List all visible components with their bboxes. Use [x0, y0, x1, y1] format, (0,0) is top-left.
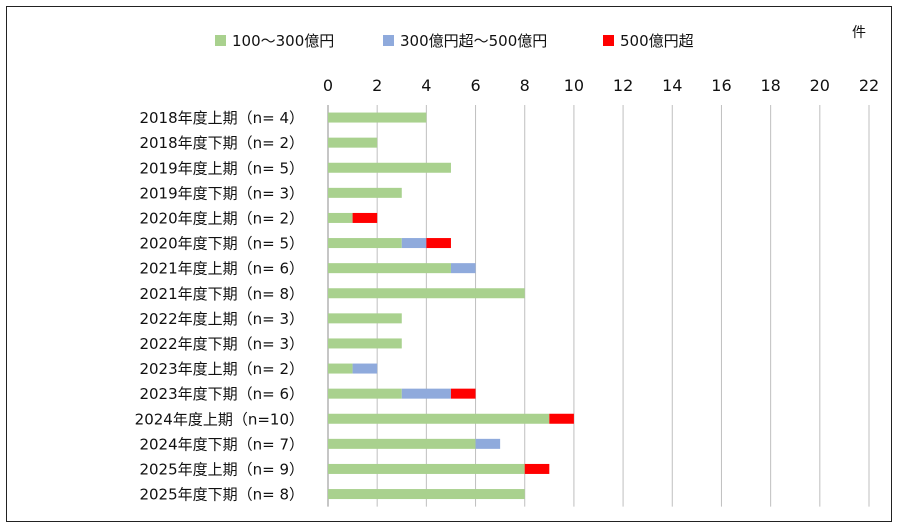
x-tick-label: 22 — [859, 76, 879, 95]
legend-item: 300億円超～500億円 — [383, 32, 547, 50]
x-tick-label: 14 — [662, 76, 682, 95]
category-label: 2024年度上期（n=10） — [135, 410, 304, 428]
unit-label: 件 — [852, 25, 866, 41]
bar-segment — [328, 212, 353, 223]
category-label: 2024年度下期（n= 7） — [139, 435, 304, 453]
category-label: 2025年度下期（n= 8） — [139, 486, 304, 504]
bar-segment — [328, 438, 476, 449]
bar-segment — [450, 388, 476, 399]
bar-segment — [328, 187, 402, 198]
x-tick-label: 8 — [520, 76, 530, 95]
bars — [328, 112, 574, 500]
bar-segment — [328, 137, 378, 148]
bar-segment — [328, 338, 402, 349]
legend-label: 500億円超 — [620, 32, 694, 50]
bar-segment — [524, 463, 550, 474]
bar-segment — [475, 438, 501, 449]
x-tick-label: 0 — [323, 76, 333, 95]
x-tick-label: 4 — [421, 76, 431, 95]
category-label: 2020年度上期（n= 2） — [139, 209, 304, 227]
legend: 100～300億円 300億円超～500億円 500億円超 — [215, 32, 694, 50]
category-label: 2022年度下期（n= 3） — [139, 335, 304, 353]
category-label: 2020年度下期（n= 5） — [139, 235, 304, 253]
category-label: 2021年度下期（n= 8） — [139, 285, 304, 303]
category-label: 2025年度上期（n= 9） — [139, 460, 304, 478]
bar-segment — [328, 288, 525, 299]
bar-segment — [352, 363, 378, 374]
x-tick-label: 2 — [372, 76, 382, 95]
x-tick-label: 10 — [564, 76, 584, 95]
bar-segment — [328, 238, 402, 249]
bar-segment — [328, 363, 353, 374]
bar-segment — [401, 238, 427, 249]
category-label: 2019年度上期（n= 5） — [139, 159, 304, 177]
bar-segment — [328, 313, 402, 324]
legend-item: 500億円超 — [603, 32, 694, 50]
legend-label: 300億円超～500億円 — [400, 32, 547, 50]
x-tick-label: 18 — [760, 76, 780, 95]
category-label: 2021年度上期（n= 6） — [139, 260, 304, 278]
legend-swatch — [215, 35, 226, 46]
legend-label: 100～300億円 — [232, 32, 334, 50]
bar-segment — [328, 162, 451, 173]
bar-segment — [328, 413, 550, 424]
bar-segment — [328, 489, 525, 500]
legend-item: 100～300億円 — [215, 32, 334, 50]
legend-swatch — [383, 35, 394, 46]
x-tick-label: 6 — [470, 76, 480, 95]
category-labels: 2018年度上期（n= 4） 2018年度下期（n= 2） 2019年度上期（n= … — [135, 109, 304, 504]
x-tick-label: 20 — [810, 76, 830, 95]
chart-frame: 100～300億円 300億円超～500億円 500億円超 件 0 2 4 6 8 10 12 1… — [6, 6, 892, 522]
category-label: 2023年度下期（n= 6） — [139, 385, 304, 403]
bar-segment — [450, 263, 476, 274]
legend-swatch — [603, 35, 614, 46]
bar-segment — [426, 238, 451, 249]
category-label: 2019年度下期（n= 3） — [139, 184, 304, 202]
bar-segment — [328, 263, 451, 274]
x-tick-label: 12 — [613, 76, 633, 95]
bar-segment — [328, 388, 402, 399]
category-label: 2023年度上期（n= 2） — [139, 360, 304, 378]
category-label: 2018年度下期（n= 2） — [139, 134, 304, 152]
category-label: 2022年度上期（n= 3） — [139, 310, 304, 328]
bar-segment — [352, 212, 378, 223]
bar-segment — [328, 112, 427, 123]
category-label: 2018年度上期（n= 4） — [139, 109, 304, 127]
bar-segment — [328, 463, 525, 474]
stacked-bar-chart: 100～300億円 300億円超～500億円 500億円超 件 0 2 4 6 8 10 12 1… — [135, 25, 879, 507]
bar-segment — [549, 413, 574, 424]
bar-segment — [401, 388, 451, 399]
x-axis-ticks: 0 2 4 6 8 10 12 14 16 18 20 22 — [323, 76, 879, 95]
x-tick-label: 16 — [711, 76, 731, 95]
